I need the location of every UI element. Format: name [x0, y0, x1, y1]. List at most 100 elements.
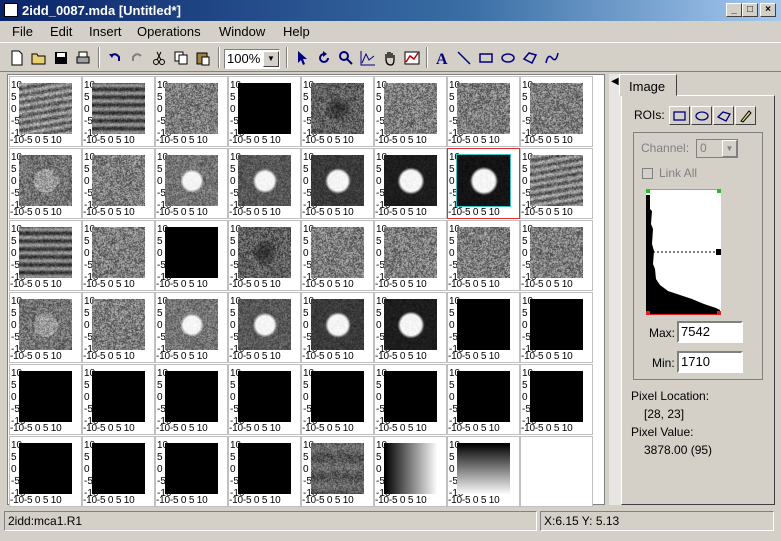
image-plot[interactable] — [384, 155, 437, 206]
menu-edit[interactable]: Edit — [50, 24, 73, 39]
image-plot[interactable] — [384, 83, 437, 134]
line-icon[interactable] — [453, 47, 474, 68]
image-plot[interactable] — [530, 155, 583, 206]
app-icon[interactable] — [4, 3, 18, 17]
pointer-icon[interactable] — [291, 47, 312, 68]
color-table-icon[interactable] — [401, 47, 422, 68]
freehand-icon[interactable] — [541, 47, 562, 68]
link-all-checkbox[interactable] — [642, 168, 653, 179]
image-plot[interactable] — [311, 299, 364, 350]
image-plot[interactable] — [311, 227, 364, 278]
image-plot[interactable] — [165, 155, 218, 206]
redo-icon[interactable] — [126, 47, 147, 68]
image-plot[interactable] — [311, 155, 364, 206]
pan-hand-icon[interactable] — [379, 47, 400, 68]
image-plot[interactable] — [92, 371, 145, 422]
menu-operations[interactable]: Operations — [137, 24, 201, 39]
image-plot[interactable] — [384, 443, 437, 494]
text-icon[interactable]: A — [431, 47, 452, 68]
image-plot[interactable] — [165, 299, 218, 350]
image-plot[interactable] — [92, 83, 145, 134]
image-plot[interactable] — [19, 227, 72, 278]
menu-insert[interactable]: Insert — [89, 24, 122, 39]
image-plot[interactable] — [238, 371, 291, 422]
polygon-icon[interactable] — [519, 47, 540, 68]
panel-collapse-bar[interactable] — [609, 74, 621, 505]
image-plot[interactable] — [92, 299, 145, 350]
roi-freehand-button[interactable] — [735, 106, 756, 125]
roi-polygon-button[interactable] — [713, 106, 734, 125]
print-icon[interactable] — [72, 47, 93, 68]
histogram[interactable] — [646, 189, 721, 315]
image-plot[interactable] — [92, 155, 145, 206]
collapse-arrow-icon[interactable]: ◀ — [611, 76, 619, 87]
maximize-button[interactable]: □ — [742, 3, 758, 17]
image-plot[interactable] — [19, 83, 72, 134]
line-plot-icon[interactable] — [357, 47, 378, 68]
image-plot[interactable] — [384, 227, 437, 278]
image-plot[interactable] — [530, 371, 583, 422]
chevron-down-icon[interactable]: ▼ — [263, 51, 279, 67]
zoom-icon[interactable] — [335, 47, 356, 68]
image-plot[interactable] — [92, 443, 145, 494]
cut-icon[interactable] — [148, 47, 169, 68]
image-plot[interactable] — [311, 371, 364, 422]
image-plot[interactable] — [457, 371, 510, 422]
image-plot[interactable] — [238, 299, 291, 350]
channel-select[interactable]: 0 — [696, 139, 738, 158]
roi-rectangle-button[interactable] — [669, 106, 690, 125]
image-plot[interactable] — [530, 227, 583, 278]
rotate-icon[interactable] — [313, 47, 334, 68]
image-plot[interactable] — [530, 83, 583, 134]
image-plot[interactable] — [238, 83, 291, 134]
ellipse-icon[interactable] — [497, 47, 518, 68]
image-plot[interactable] — [19, 155, 72, 206]
image-plot[interactable] — [238, 227, 291, 278]
image-plot[interactable] — [19, 443, 72, 494]
image-plot[interactable] — [384, 371, 437, 422]
roi-ellipse-button[interactable] — [691, 106, 712, 125]
image-plot[interactable] — [165, 83, 218, 134]
image-plot[interactable] — [457, 443, 510, 494]
close-button[interactable]: × — [760, 3, 776, 17]
new-icon[interactable] — [6, 47, 27, 68]
save-icon[interactable] — [50, 47, 71, 68]
menu-help[interactable]: Help — [283, 24, 310, 39]
image-plot[interactable] — [457, 227, 510, 278]
copy-icon[interactable] — [170, 47, 191, 68]
minimize-button[interactable]: _ — [726, 3, 742, 17]
undo-icon[interactable] — [104, 47, 125, 68]
image-plot[interactable] — [165, 371, 218, 422]
image-plot[interactable] — [530, 299, 583, 350]
image-plot[interactable] — [311, 83, 364, 134]
